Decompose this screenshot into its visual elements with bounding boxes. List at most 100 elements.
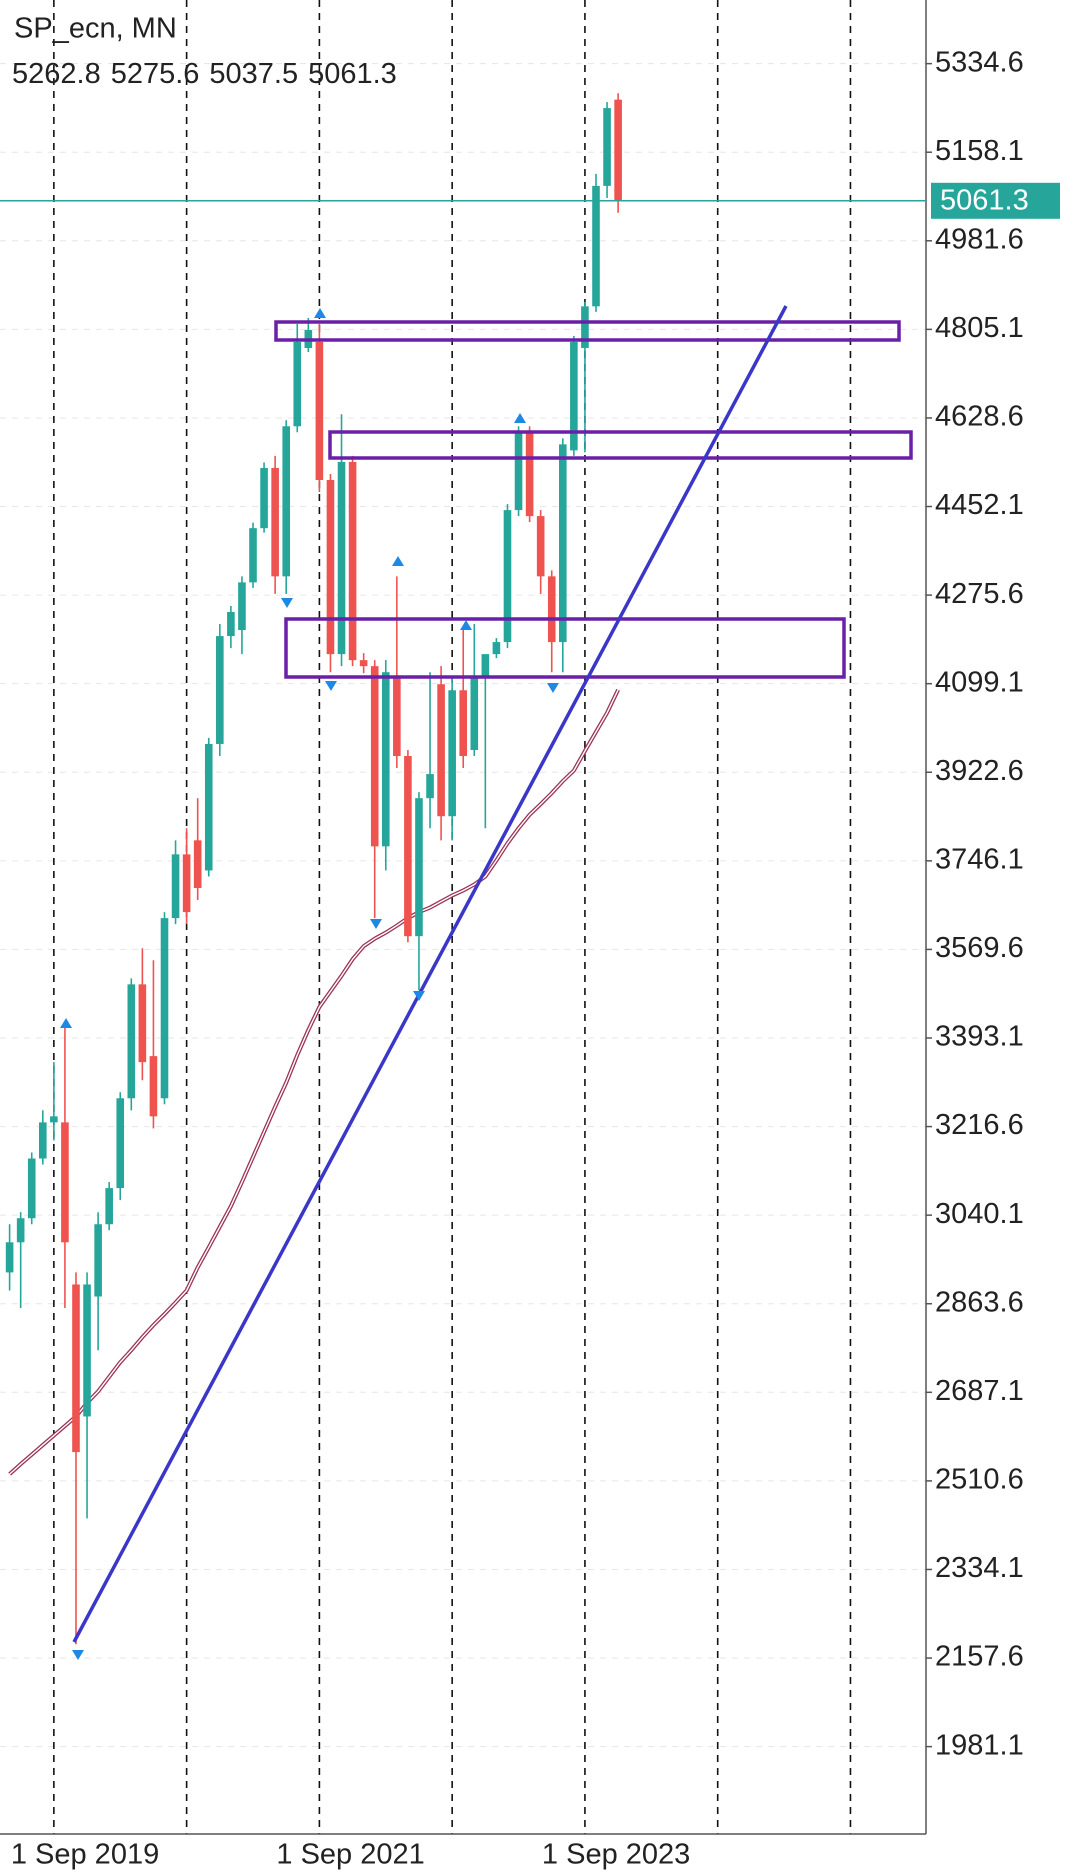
y-tick-label: 4981.6: [935, 223, 1024, 255]
candle-body: [138, 984, 147, 1063]
candle-body: [171, 854, 180, 919]
candle-body: [149, 1056, 158, 1117]
candle-body: [514, 432, 523, 511]
x-tick-label: 1 Sep 2021: [276, 1839, 424, 1871]
fractal-down: [413, 991, 425, 1001]
ohlc-low: 5037.5: [209, 58, 298, 90]
grid: [0, 0, 932, 1834]
candle-body: [337, 461, 346, 655]
y-tick-label: 2510.6: [935, 1464, 1024, 1496]
zone-rect: [274, 320, 901, 342]
y-tick-label: 3216.6: [935, 1109, 1024, 1141]
candle-body: [459, 690, 468, 757]
y-tick-label: 2157.6: [935, 1641, 1024, 1673]
candle-body: [404, 756, 412, 937]
y-tick-label: 3569.6: [935, 932, 1024, 964]
fractal-down: [547, 683, 559, 693]
fractal-down: [72, 1650, 84, 1660]
candle-body: [448, 690, 456, 817]
candle-body: [38, 1122, 47, 1159]
candle-body: [547, 576, 556, 643]
y-tick-label: 4452.1: [935, 489, 1024, 521]
candle-body: [570, 341, 578, 451]
candle-body: [216, 636, 224, 744]
candle-body: [193, 840, 202, 888]
y-tick-label: 4099.1: [935, 666, 1024, 698]
candle-body: [282, 426, 290, 577]
candle-body: [492, 642, 501, 655]
candle-body: [603, 108, 611, 186]
fractal-up: [314, 308, 326, 318]
candle-body: [72, 1284, 80, 1453]
y-tick-label: 4275.6: [935, 578, 1024, 610]
candle-body: [50, 1116, 58, 1123]
y-tick-label: 3746.1: [935, 843, 1024, 875]
candle-body: [393, 678, 401, 757]
ohlc-high: 5275.6: [111, 58, 200, 90]
trend-line: [72, 305, 788, 1643]
x-tick-label: 1 Sep 2023: [542, 1839, 690, 1871]
candle-body: [238, 582, 246, 631]
candle-body: [83, 1284, 91, 1417]
fractal-up: [392, 556, 404, 566]
ohlc-open: 5262.8: [12, 58, 101, 90]
candle-body: [503, 510, 512, 643]
y-tick-label: 4805.1: [935, 312, 1024, 344]
candle-body: [127, 984, 136, 1099]
candle-body: [559, 444, 567, 643]
y-tick-label: 3040.1: [935, 1198, 1024, 1230]
candle-body: [326, 479, 335, 655]
y-tick-label: 2863.6: [935, 1286, 1024, 1318]
candle-body: [481, 654, 490, 679]
marks: [5, 93, 622, 1645]
x-tick-label: 1 Sep 2019: [11, 1839, 159, 1871]
candle-body: [293, 341, 302, 427]
fractal-arrows: [60, 308, 559, 1660]
candle-body: [271, 467, 279, 577]
y-tick-label: 2687.1: [935, 1375, 1024, 1407]
zone-rect: [328, 430, 913, 460]
ohlc-header: 5262.8 5275.6 5037.5 5061.3: [12, 58, 397, 90]
fractal-down: [325, 681, 337, 691]
candle-body: [204, 743, 213, 871]
fractal-down: [370, 919, 382, 929]
candle-body: [348, 461, 357, 661]
candle-body: [5, 1242, 14, 1273]
candle-body: [116, 1098, 125, 1189]
drawings: [60, 305, 913, 1660]
current-price-box: [931, 182, 1060, 219]
y-tick-label: 2334.1: [935, 1552, 1024, 1584]
y-tick-label: 4628.6: [935, 401, 1024, 433]
candle-body: [227, 611, 235, 637]
candle-body: [592, 185, 600, 307]
ohlc-close: 5061.3: [308, 58, 397, 90]
candle-body: [359, 660, 368, 667]
candle-body: [182, 854, 191, 913]
candle-body: [160, 918, 169, 1099]
candle-body: [27, 1158, 36, 1219]
candle-body: [415, 798, 423, 937]
y-tick-label: 3922.6: [935, 755, 1024, 787]
candle-body: [536, 516, 545, 577]
candle-body: [260, 467, 268, 529]
fractal-up: [460, 620, 472, 630]
candle-body: [16, 1218, 25, 1243]
y-tick-label: 3393.1: [935, 1021, 1024, 1053]
candle-body: [61, 1122, 69, 1243]
current-price-label: 5061.3: [940, 184, 1029, 216]
y-tick-label: 5158.1: [935, 135, 1024, 167]
fractal-up: [514, 413, 526, 423]
fractal-up: [60, 1018, 72, 1028]
candle-body: [525, 432, 534, 517]
candle-body: [315, 341, 324, 480]
moving-average-outer: [8, 688, 620, 1476]
zone-rect: [284, 617, 846, 679]
candle-body: [426, 774, 434, 799]
moving-average: [9, 689, 619, 1475]
candle-body: [370, 666, 379, 847]
candle-body: [94, 1224, 102, 1297]
candle-body: [470, 678, 479, 750]
candle-body: [249, 528, 257, 583]
candle-body: [381, 672, 390, 847]
